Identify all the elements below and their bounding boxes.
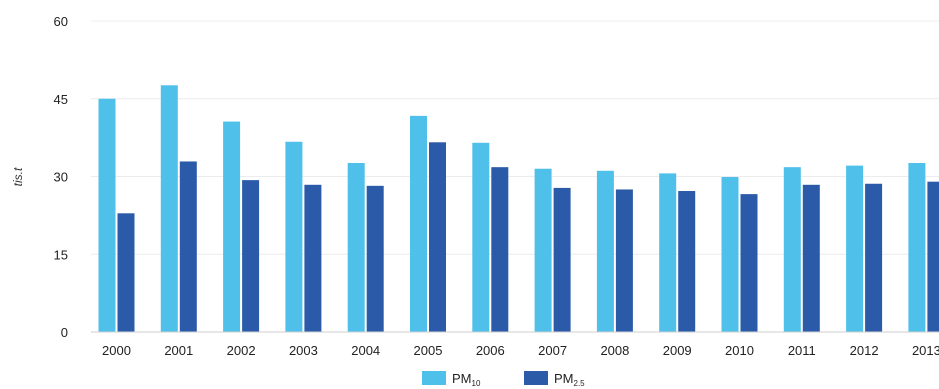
x-tick-label: 2010: [725, 343, 754, 358]
x-tick-label: 2012: [850, 343, 879, 358]
legend-label-main: PM: [452, 371, 472, 386]
bar-pm10-2000: [98, 98, 116, 332]
y-tick-label: 45: [54, 92, 68, 107]
bar-pm25-2010: [740, 194, 758, 332]
legend: PM10 PM2.5: [422, 371, 585, 388]
bar-pm10-2004: [347, 163, 365, 332]
bar-pm10-2002: [223, 121, 241, 332]
bar-pm25-2000: [117, 213, 135, 332]
bar-pm10-2007: [534, 168, 552, 332]
bar-pm25-2003: [304, 184, 322, 332]
bar-pm25-2011: [802, 184, 820, 332]
bars: [98, 85, 939, 332]
legend-label-subscript: 2.5: [574, 379, 586, 388]
bar-pm25-2007: [553, 187, 571, 332]
bar-pm10-2005: [410, 115, 427, 332]
bar-pm25-2002: [242, 180, 260, 332]
bar-pm10-2013: [908, 163, 926, 332]
x-axis-ticks: 2000 2001 2002 2003 2004 2005 2006 2007 2008 2009…: [102, 343, 939, 358]
x-tick-label: 2004: [351, 343, 380, 358]
legend-swatch-pm10: [422, 371, 446, 385]
bar-pm10-2012: [846, 165, 864, 332]
bar-pm25-2013: [927, 181, 939, 332]
bar-pm10-2011: [783, 167, 801, 332]
legend-label-subscript: 10: [472, 379, 481, 388]
y-tick-label: 60: [54, 14, 68, 29]
bar-pm25-2001: [179, 161, 197, 332]
y-tick-label: 30: [54, 170, 68, 185]
legend-label-main: PM: [554, 371, 574, 386]
x-tick-label: 2005: [414, 343, 443, 358]
bar-pm10-2010: [721, 177, 739, 332]
y-axis-title: tis.t: [11, 167, 25, 186]
y-tick-label: 15: [54, 247, 68, 262]
bar-pm25-2012: [865, 183, 883, 332]
x-tick-label: 2006: [476, 343, 505, 358]
legend-swatch-pm25: [524, 371, 548, 385]
legend-label-pm25: PM2.5: [554, 371, 585, 388]
bar-pm10-2006: [472, 142, 490, 332]
x-tick-label: 2008: [600, 343, 629, 358]
x-tick-label: 2003: [289, 343, 318, 358]
bar-pm10-2009: [659, 173, 677, 332]
x-tick-label: 2000: [102, 343, 131, 358]
x-tick-label: 2007: [538, 343, 567, 358]
x-tick-label: 2002: [227, 343, 256, 358]
bar-pm10-2008: [596, 170, 614, 332]
y-tick-label: 0: [61, 325, 68, 340]
bar-pm25-2009: [678, 191, 696, 332]
bar-pm25-2004: [366, 185, 384, 332]
legend-label-pm10: PM10: [452, 371, 481, 388]
bar-pm25-2006: [491, 167, 509, 332]
bar-pm25-2005: [429, 142, 446, 332]
x-tick-label: 2009: [663, 343, 692, 358]
bar-pm25-2008: [615, 189, 633, 332]
x-tick-label: 2011: [788, 343, 816, 358]
x-tick-label: 2013: [912, 343, 939, 358]
y-axis-ticks: 0 15 30 45 60: [54, 14, 68, 340]
x-tick-label: 2001: [164, 343, 193, 358]
bar-pm10-2001: [160, 85, 178, 332]
bar-pm10-2003: [285, 141, 303, 332]
